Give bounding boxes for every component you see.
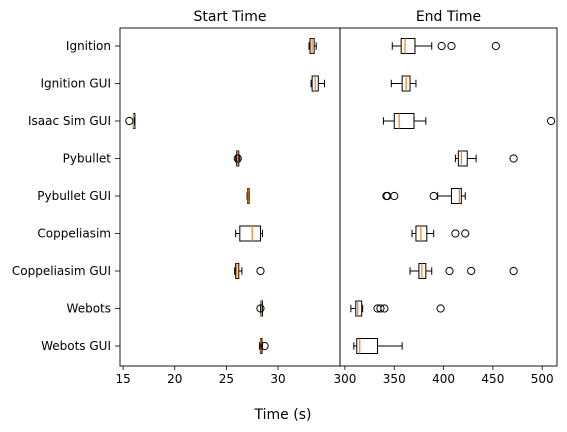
x-tick-label: 25 — [219, 372, 234, 386]
outlier-end-time-webots-2 — [380, 304, 389, 313]
box-end-time-webots — [355, 300, 363, 317]
outlier-end-time-isaac-sim-gui-0 — [546, 116, 556, 126]
outlier-end-time-ignition-0 — [437, 41, 446, 51]
outlier-end-time-coppeliasim-gui-1 — [467, 266, 476, 276]
outlier-start-time-webots-gui-0 — [260, 341, 269, 351]
x-tick-label: 300 — [333, 372, 356, 386]
outlier-end-time-ignition-2 — [491, 41, 500, 51]
box-end-time-pybullet-gui — [450, 188, 462, 204]
y-tick-label-ignition: Ignition — [66, 39, 111, 53]
box-end-time-ignition — [400, 38, 416, 54]
x-tick-label: 500 — [531, 372, 554, 386]
outlier-start-time-pybullet-0 — [233, 154, 242, 163]
x-tick-label: 30 — [270, 372, 285, 386]
outlier-end-time-pybullet-gui-2 — [390, 191, 399, 201]
y-tick-label-ignition-gui: Ignition GUI — [40, 77, 111, 91]
y-tick-label-coppeliasim: Coppeliasim — [37, 227, 111, 241]
box-end-time-pybullet — [457, 150, 468, 167]
outlier-start-time-webots-0 — [256, 304, 265, 313]
y-tick-label-coppeliasim-gui: Coppeliasim GUI — [12, 264, 111, 278]
y-tick-label-isaac-sim-gui: Isaac Sim GUI — [28, 114, 111, 128]
outlier-end-time-pybullet-0 — [509, 154, 518, 163]
box-start-time-coppeliasim — [239, 225, 261, 242]
box-end-time-isaac-sim-gui — [393, 113, 415, 129]
panel-title-start-time: Start Time — [194, 9, 267, 25]
panel-frame-end-time — [339, 27, 558, 367]
outlier-end-time-coppeliasim-gui-0 — [445, 266, 454, 276]
outlier-end-time-pybullet-gui-3 — [429, 191, 438, 201]
panel-title-end-time: End Time — [416, 9, 481, 25]
outlier-end-time-ignition-1 — [447, 41, 456, 51]
panel-frame-start-time — [119, 27, 341, 367]
y-tick-label-webots: Webots — [67, 302, 111, 316]
y-tick-label-pybullet-gui: Pybullet GUI — [37, 189, 111, 203]
x-tick-label: 450 — [481, 372, 504, 386]
x-tick-label: 15 — [115, 372, 130, 386]
outlier-end-time-coppeliasim-1 — [461, 229, 470, 238]
outlier-start-time-coppeliasim-gui-0 — [256, 266, 265, 276]
y-tick-label-webots-gui: Webots GUI — [41, 339, 111, 353]
outlier-end-time-coppeliasim-0 — [451, 229, 460, 238]
box-end-time-webots-gui — [356, 338, 378, 354]
outlier-end-time-webots-3 — [436, 304, 445, 313]
outlier-start-time-isaac-sim-gui-0 — [125, 116, 134, 126]
x-tick-label: 400 — [432, 372, 455, 386]
x-tick-label: 20 — [167, 372, 182, 386]
x-tick-label: 350 — [383, 372, 406, 386]
y-tick-label-pybullet: Pybullet — [63, 152, 112, 166]
x-axis-label: Time (s) — [254, 407, 312, 423]
outlier-end-time-coppeliasim-gui-2 — [509, 266, 518, 276]
outlier-end-time-webots-1 — [376, 304, 385, 313]
